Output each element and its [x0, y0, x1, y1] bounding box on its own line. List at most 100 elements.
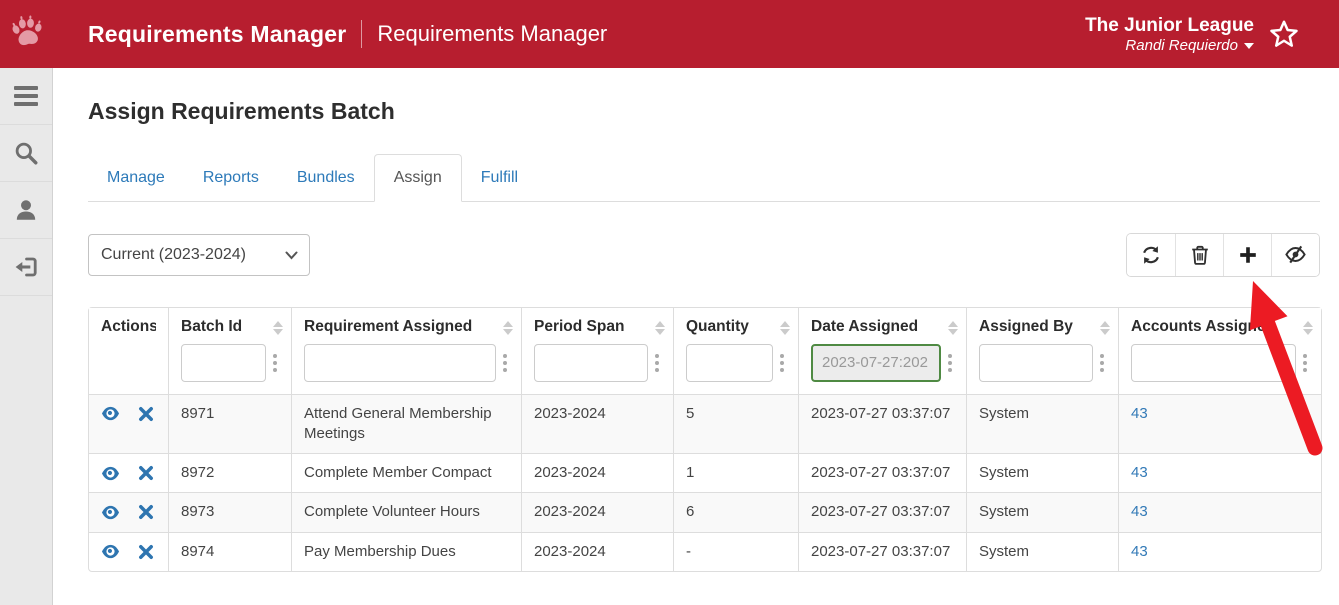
profile-icon: [16, 200, 36, 220]
add-button[interactable]: [1223, 233, 1271, 276]
batch-id-cell: 8974: [168, 531, 291, 571]
column-header-date-assigned[interactable]: Date Assigned: [798, 307, 966, 394]
sort-icon[interactable]: [655, 320, 665, 335]
remove-row-button[interactable]: [138, 544, 154, 560]
tab-bundles[interactable]: Bundles: [296, 169, 355, 186]
accounts-assigned-link[interactable]: 43: [1131, 464, 1148, 482]
accounts-assigned-link[interactable]: 43: [1131, 542, 1148, 560]
remove-row-button[interactable]: [138, 406, 154, 422]
user-name: Randi Requierdo: [1125, 37, 1238, 55]
tab-bar: Manage Reports Bundles Assign Fulfill: [88, 154, 1320, 202]
column-header-accounts-assigned[interactable]: Accounts Assigned: [1118, 307, 1321, 394]
x-icon: [139, 466, 154, 481]
sort-icon[interactable]: [1303, 320, 1313, 335]
column-label: Quantity: [686, 317, 749, 335]
column-menu-icon[interactable]: [653, 351, 661, 375]
column-header-requirement-assigned[interactable]: Requirement Assigned: [291, 307, 521, 394]
period-span-cell: 2023-2024: [521, 531, 673, 571]
column-header-quantity[interactable]: Quantity: [673, 307, 798, 394]
refresh-button[interactable]: [1127, 233, 1175, 276]
column-label: Date Assigned: [811, 317, 919, 335]
view-row-button[interactable]: [101, 542, 120, 561]
trash-icon: [1191, 245, 1208, 265]
eye-slash-icon: [1285, 245, 1306, 264]
column-menu-icon[interactable]: [1301, 351, 1309, 375]
tab-reports[interactable]: Reports: [202, 169, 259, 186]
sort-icon[interactable]: [1100, 320, 1110, 335]
main-content: Assign Requirements Batch Manage Reports…: [54, 68, 1339, 605]
column-menu-icon[interactable]: [778, 351, 786, 375]
table-row: 8973 Complete Volunteer Hours 2023-2024 …: [89, 492, 1321, 532]
tab-assign[interactable]: Assign: [373, 154, 462, 202]
assigned-by-filter-input[interactable]: [979, 343, 1093, 382]
quantity-filter-input[interactable]: [686, 343, 773, 382]
requirements-grid: Actions Batch Id Requirement Assigned: [88, 306, 1322, 572]
accounts-assigned-filter-input[interactable]: [1131, 343, 1296, 382]
batch-id-cell: 8973: [168, 492, 291, 532]
accounts-assigned-cell: 43: [1118, 492, 1321, 532]
remove-row-button[interactable]: [138, 465, 154, 481]
caret-down-icon: [1244, 42, 1254, 49]
tab-manage[interactable]: Manage: [107, 169, 165, 186]
accounts-assigned-link[interactable]: 43: [1131, 404, 1148, 422]
date-assigned-cell: 2023-07-27 03:37:07: [798, 531, 966, 571]
date-assigned-cell: 2023-07-27 03:37:07: [798, 453, 966, 493]
search-icon: [15, 142, 38, 165]
column-header-period-span[interactable]: Period Span: [521, 307, 673, 394]
date-assigned-filter-input[interactable]: [811, 343, 941, 382]
assigned-by-cell: System: [966, 453, 1118, 493]
paw-logo[interactable]: [0, 13, 54, 55]
sort-icon[interactable]: [948, 320, 958, 335]
tab-fulfill[interactable]: Fulfill: [480, 169, 519, 186]
org-name: The Junior League: [1085, 14, 1254, 36]
toggle-visibility-button[interactable]: [1271, 233, 1319, 276]
sidebar-logout-button[interactable]: [0, 239, 52, 296]
title-group: Requirements Manager Requirements Manage…: [88, 20, 607, 48]
remove-row-button[interactable]: [138, 504, 154, 520]
column-label: Requirement Assigned: [304, 317, 473, 335]
page-title: Assign Requirements Batch: [88, 98, 395, 124]
star-icon[interactable]: [1269, 19, 1299, 49]
accounts-assigned-link[interactable]: 43: [1131, 503, 1148, 521]
title-divider: [361, 20, 363, 48]
x-icon: [139, 505, 154, 520]
column-label: Accounts Assigned: [1131, 317, 1276, 335]
table-row: 8974 Pay Membership Dues 2023-2024 - 202…: [89, 531, 1321, 571]
column-menu-icon[interactable]: [946, 351, 954, 375]
paw-icon: [12, 15, 42, 46]
column-header-batch-id[interactable]: Batch Id: [168, 307, 291, 394]
user-menu[interactable]: Randi Requierdo: [1085, 37, 1254, 54]
sort-icon[interactable]: [780, 320, 790, 335]
sidebar-search-button[interactable]: [0, 125, 52, 182]
accounts-assigned-cell: 43: [1118, 453, 1321, 493]
delete-button[interactable]: [1175, 233, 1223, 276]
requirement-filter-input[interactable]: [304, 343, 496, 382]
sort-icon[interactable]: [503, 320, 513, 335]
accounts-assigned-cell: 43: [1118, 393, 1321, 454]
quantity-cell: 1: [673, 453, 798, 493]
plus-icon: [1239, 246, 1256, 263]
column-menu-icon[interactable]: [1098, 351, 1106, 375]
view-row-button[interactable]: [101, 464, 120, 483]
quantity-cell: 5: [673, 393, 798, 454]
column-menu-icon[interactable]: [501, 351, 509, 375]
sort-icon[interactable]: [273, 320, 283, 335]
period-span-cell: 2023-2024: [521, 393, 673, 454]
view-row-button[interactable]: [101, 503, 120, 522]
period-span-filter-input[interactable]: [534, 343, 648, 382]
app-title: Requirements Manager: [88, 20, 347, 47]
sidebar-menu-button[interactable]: [0, 68, 52, 125]
period-select[interactable]: Current (2023-2024): [88, 233, 310, 276]
app-subtitle: Requirements Manager: [377, 21, 608, 46]
batch-id-cell: 8971: [168, 393, 291, 454]
grid-header-row: Actions Batch Id Requirement Assigned: [89, 307, 1321, 394]
sidebar-profile-button[interactable]: [0, 182, 52, 239]
column-header-assigned-by[interactable]: Assigned By: [966, 307, 1118, 394]
org-user-block: The Junior League Randi Requierdo: [1085, 14, 1254, 54]
period-span-cell: 2023-2024: [521, 492, 673, 532]
batch-id-filter-input[interactable]: [181, 343, 266, 382]
accounts-assigned-cell: 43: [1118, 531, 1321, 571]
column-menu-icon[interactable]: [271, 351, 279, 375]
view-row-button[interactable]: [101, 404, 120, 423]
